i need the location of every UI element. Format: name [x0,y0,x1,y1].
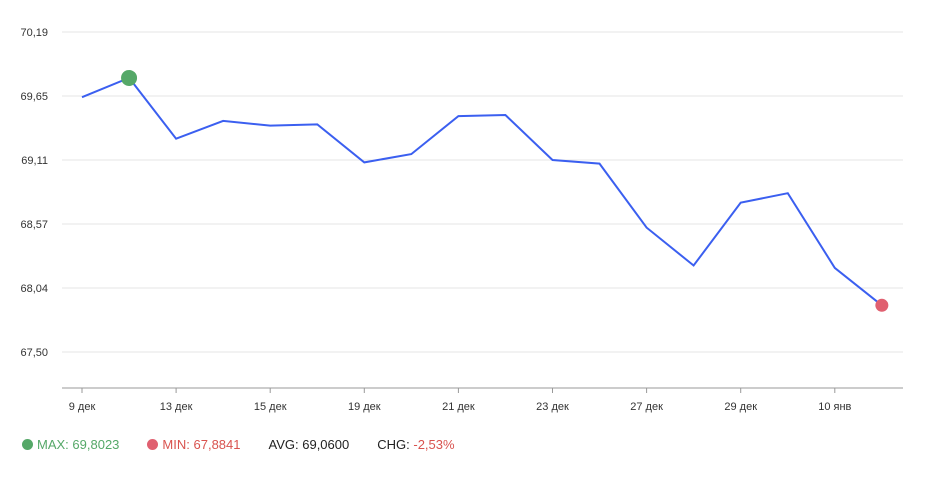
x-tick-label: 19 дек [348,401,381,413]
stat-chg: CHG: -2,53% [377,437,454,452]
line-chart: 70,19 69,65 69,11 68,57 68,04 67,50 9 дек 13 д… [20,27,903,413]
avg-value: 69,0600 [302,437,350,452]
y-tick-label: 69,11 [21,155,48,167]
y-tick-label: 69,65 [20,91,48,103]
y-tick-label: 67,50 [20,347,48,359]
x-tick-label: 21 дек [442,401,475,413]
stats-bar: MAX: 69,8023 MIN: 67,8841 AVG: 69,0600 C… [22,437,483,452]
grid-lines [62,31,903,353]
x-tick-label: 23 дек [536,401,569,413]
max-label: MAX: [37,437,69,452]
series-line [81,76,883,307]
y-axis-ticks: 70,19 69,65 69,11 68,57 68,04 67,50 [20,27,48,359]
y-tick-label: 68,04 [20,283,48,295]
min-point-marker[interactable] [875,298,889,312]
x-tick-label: 15 дек [254,401,287,413]
min-dot-icon [147,439,159,450]
min-label: MIN: [162,437,190,452]
chg-value: -2,53% [413,437,455,452]
stat-min: MIN: 67,8841 [147,437,241,452]
x-tick-label: 9 дек [69,401,96,413]
max-value: 69,8023 [72,437,120,452]
x-tick-label: 10 янв [818,401,851,413]
max-point-marker[interactable] [121,69,138,86]
x-tick-label: 27 дек [630,401,663,413]
extreme-markers [121,69,889,312]
stat-avg: AVG: 69,0600 [269,437,350,452]
x-tick-label: 13 дек [160,401,193,413]
stat-max: MAX: 69,8023 [22,437,119,452]
min-value: 67,8841 [193,437,241,452]
x-axis-ticks: 9 дек 13 дек 15 дек 19 дек 21 дек 23 дек 27 де… [69,388,852,413]
avg-label: AVG: [268,437,299,452]
max-dot-icon [22,439,33,450]
y-tick-label: 68,57 [20,219,48,231]
chg-label: CHG: [377,437,410,452]
y-tick-label: 70,19 [20,27,48,39]
x-tick-label: 29 дек [724,401,757,413]
